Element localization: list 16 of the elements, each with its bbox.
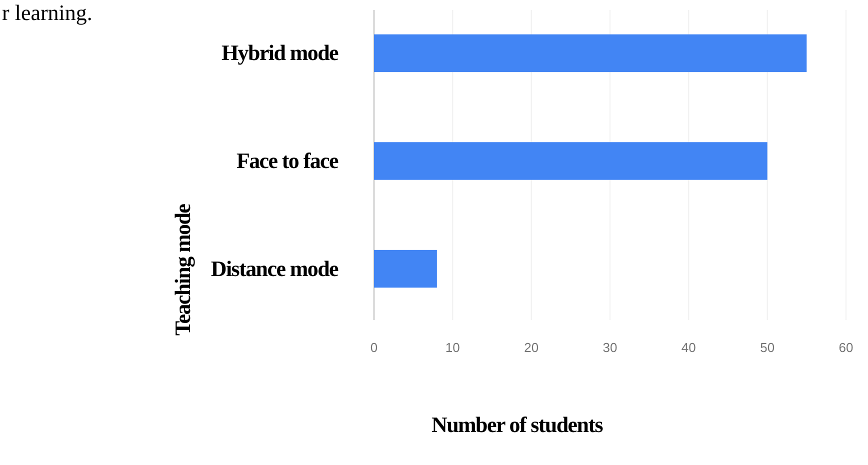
- x-tick-label: 10: [445, 340, 460, 355]
- x-tick-label: 40: [681, 340, 696, 355]
- y-tick-label: Face to face: [236, 148, 340, 173]
- bar: [374, 34, 807, 72]
- bar: [374, 250, 437, 288]
- x-tick-label: 30: [602, 340, 618, 355]
- bar: [374, 142, 768, 180]
- x-tick-label: 60: [838, 340, 854, 355]
- y-tick-label: Distance mode: [210, 256, 340, 281]
- y-tick-label: Hybrid mode: [222, 40, 340, 66]
- x-tick-label: 50: [760, 340, 775, 355]
- x-axis-title: Number of students: [432, 412, 604, 437]
- x-tick-label: 0: [370, 340, 378, 355]
- text: r learning.: [2, 0, 92, 25]
- y-axis-title: Teaching mode: [170, 203, 195, 336]
- x-tick-label: 20: [524, 340, 539, 355]
